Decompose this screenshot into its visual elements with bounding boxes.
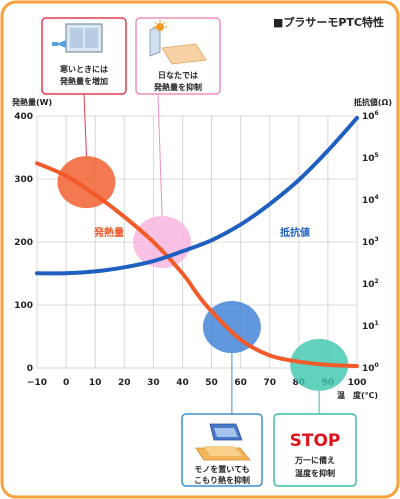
x-tick-label: 50 <box>205 378 218 388</box>
y-right-axis-label: 抵抗値(Ω) <box>354 97 392 107</box>
object-on-mat-icon <box>195 423 251 461</box>
callout-overtemp-line1: 万一に備え <box>294 455 335 465</box>
series-line-resist <box>35 115 359 276</box>
highlight-marker <box>202 301 261 354</box>
x-tick-label: 0 <box>63 378 69 388</box>
series-label-heat: 発熱量 <box>93 226 124 239</box>
x-tick-label: 30 <box>147 378 160 388</box>
sun-window-icon <box>149 20 207 65</box>
x-tick-label: 100 <box>348 378 367 388</box>
callout-object-line1: モノを置いても <box>194 464 249 474</box>
x-axis-label: 温 度(℃) <box>337 390 378 400</box>
callout-object-line2: こもり熱を抑制 <box>194 475 250 485</box>
x-tick-label: 70 <box>263 378 276 388</box>
x-tick-label: −10 <box>27 378 47 388</box>
y-right-tick-exponent: 5 <box>375 152 379 159</box>
y-left-tick-label: 200 <box>14 238 33 248</box>
x-tick-label: 20 <box>118 378 131 388</box>
window-icon <box>52 23 103 53</box>
y-left-tick-label: 100 <box>14 301 33 311</box>
x-tick-label: 60 <box>234 378 247 388</box>
y-right-tick-exponent: 1 <box>375 320 379 327</box>
callout-cold-line1: 寒いときには <box>59 64 108 74</box>
callout-cold-line2: 発熱量を増加 <box>59 76 108 86</box>
tick-labels: −100102030405060708090100010020030040010… <box>14 110 379 388</box>
callout-cold: 寒いときには 発熱量を増加 <box>41 17 127 95</box>
callout-overtemp-line2: 温度を抑制 <box>295 468 335 478</box>
stop-label: STOP <box>290 431 341 451</box>
y-left-tick-label: 400 <box>14 112 33 122</box>
y-left-tick-label: 0 <box>27 364 33 374</box>
x-tick-label: 40 <box>176 378 189 388</box>
series-line-heat <box>35 161 359 369</box>
y-right-tick-exponent: 4 <box>375 194 379 201</box>
y-right-tick-exponent: 0 <box>375 362 379 369</box>
callout-overtemp: STOP 万一に備え 温度を抑制 <box>273 413 357 487</box>
y-right-tick-exponent: 2 <box>375 278 379 285</box>
callout-sunny: 日なたでは 発熱量を抑制 <box>135 17 221 95</box>
leader-line-sunny <box>157 93 163 217</box>
callout-sunny-line2: 発熱量を抑制 <box>153 82 202 92</box>
x-tick-label: 10 <box>89 378 102 388</box>
callout-object: モノを置いても こもり熱を抑制 <box>181 413 263 487</box>
data-curves <box>35 115 359 369</box>
callout-leaders <box>83 93 320 414</box>
y-left-tick-label: 300 <box>14 175 33 185</box>
figure-title: ■プラサーモPTC特性 <box>273 15 384 29</box>
y-left-axis-label: 発熱量(W) <box>11 97 52 107</box>
leader-line-cold <box>83 93 87 157</box>
callout-sunny-line1: 日なたでは <box>158 70 198 80</box>
y-right-tick-exponent: 6 <box>375 110 379 117</box>
highlight-marker <box>57 156 116 209</box>
series-label-resist: 抵抗値 <box>280 226 310 239</box>
y-right-tick-exponent: 3 <box>375 236 379 243</box>
